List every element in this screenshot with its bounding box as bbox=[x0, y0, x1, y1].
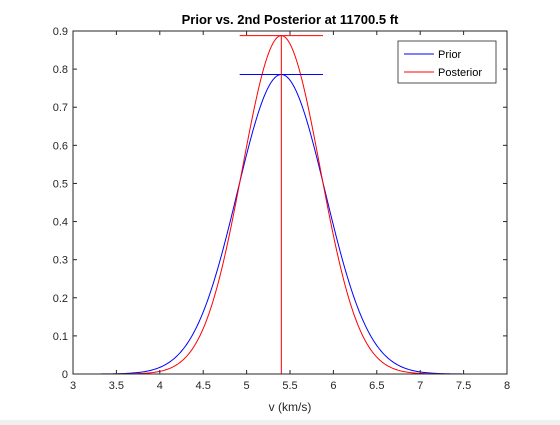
series-line-prior bbox=[73, 73, 507, 375]
x-tick-label: 8 bbox=[504, 380, 510, 392]
peak-markers bbox=[239, 35, 323, 374]
y-ticks: 0 0.1 0.2 0.3 0.4 0.5 0.6 0.7 0.8 0.9 bbox=[53, 26, 507, 381]
legend-box bbox=[397, 40, 497, 84]
legend: Prior Posterior bbox=[397, 40, 497, 84]
chart-title: Prior vs. 2nd Posterior at 11700.5 ft bbox=[182, 12, 399, 27]
legend-label-prior: Prior bbox=[438, 49, 462, 61]
y-tick-label: 0.7 bbox=[53, 102, 68, 114]
y-tick-label: 0.9 bbox=[53, 26, 68, 38]
x-tick-label: 6.5 bbox=[369, 380, 384, 392]
plot-area bbox=[73, 31, 507, 374]
y-tick-label: 0.4 bbox=[53, 217, 68, 229]
x-tick-label: 4.5 bbox=[196, 380, 211, 392]
x-ticks: 3 3.5 4 4.5 5 5.5 6 6.5 7 7.5 8 bbox=[70, 31, 510, 392]
y-tick-label: 0.2 bbox=[53, 293, 68, 305]
y-tick-label: 0.3 bbox=[53, 255, 68, 267]
y-tick-label: 0.5 bbox=[53, 178, 68, 190]
x-tick-label: 5 bbox=[244, 380, 250, 392]
legend-label-posterior: Posterior bbox=[438, 67, 482, 79]
x-tick-label: 6 bbox=[330, 380, 336, 392]
x-tick-label: 7 bbox=[417, 380, 423, 392]
x-tick-label: 4 bbox=[157, 380, 163, 392]
x-tick-label: 5.5 bbox=[282, 380, 297, 392]
x-tick-label: 3 bbox=[70, 380, 76, 392]
x-axis-label: v (km/s) bbox=[269, 400, 312, 414]
y-tick-label: 0.1 bbox=[53, 331, 68, 343]
x-tick-label: 7.5 bbox=[456, 380, 471, 392]
y-tick-label: 0.8 bbox=[53, 64, 68, 76]
y-tick-label: 0.6 bbox=[53, 140, 68, 152]
x-tick-label: 3.5 bbox=[109, 380, 124, 392]
y-tick-label: 0 bbox=[62, 369, 68, 381]
